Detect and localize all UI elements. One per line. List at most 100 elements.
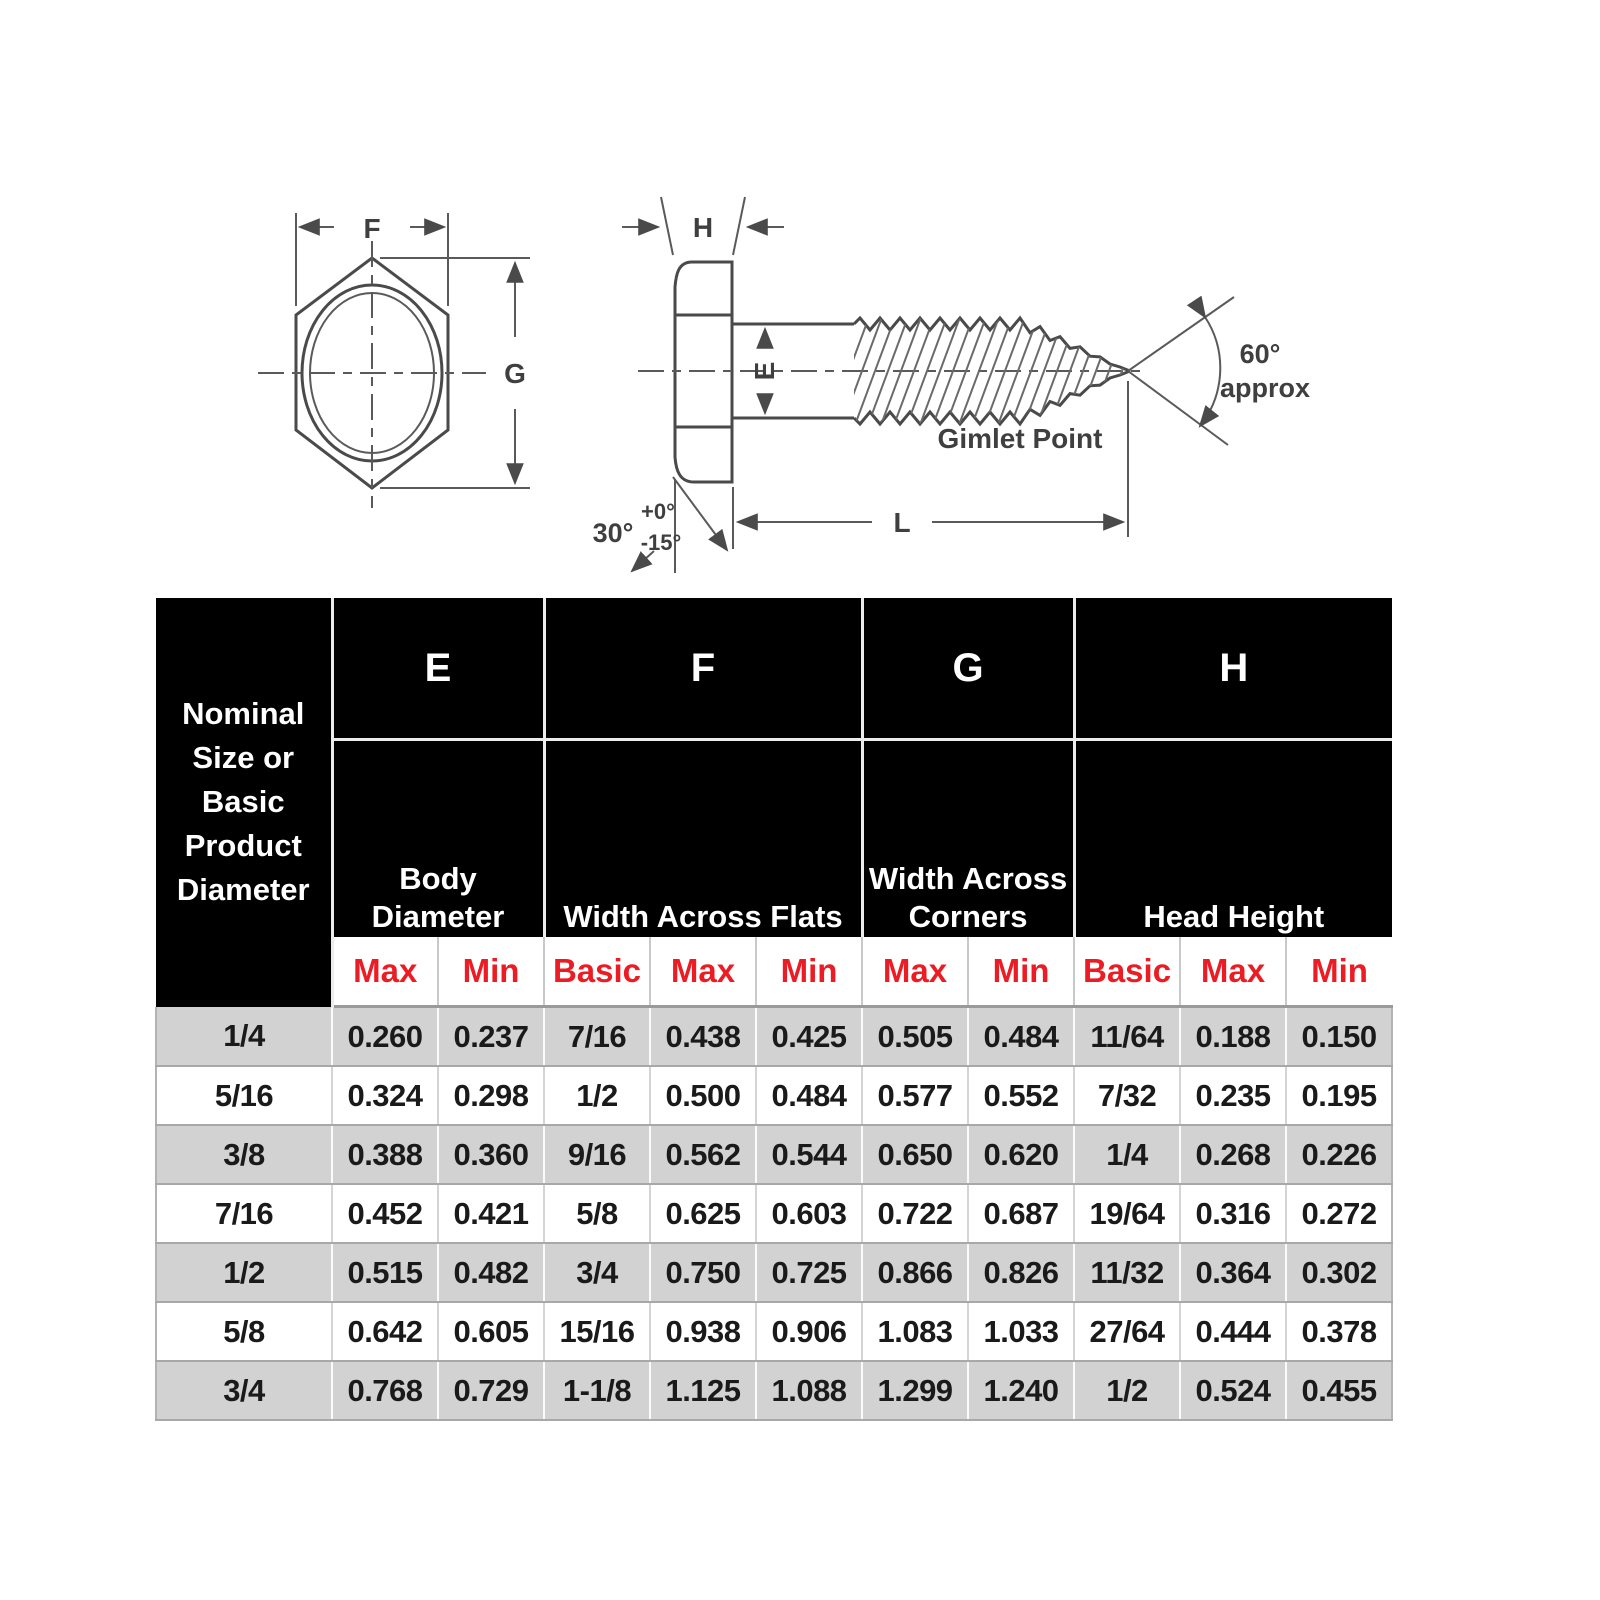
value-cell: 0.378 bbox=[1285, 1302, 1394, 1362]
value-cell: 0.316 bbox=[1179, 1184, 1287, 1244]
value-cell: 15/16 bbox=[543, 1302, 650, 1362]
value-cell: 1.299 bbox=[861, 1361, 969, 1421]
table-row: 5/16 0.324 0.298 1/2 0.500 0.484 0.577 0.552 7/3… bbox=[155, 1066, 1394, 1126]
value-cell: 1.240 bbox=[967, 1361, 1075, 1421]
value-cell: 0.188 bbox=[1179, 1006, 1287, 1067]
group-name-body-diameter: Body Diameter bbox=[330, 739, 544, 937]
value-cell: 1/4 bbox=[1073, 1125, 1181, 1185]
value-cell: 0.235 bbox=[1179, 1066, 1287, 1126]
value-cell: 0.768 bbox=[331, 1361, 438, 1421]
nominal-size-cell: 7/16 bbox=[155, 1184, 332, 1244]
nominal-size-cell: 3/8 bbox=[155, 1125, 332, 1185]
value-cell: 0.195 bbox=[1285, 1066, 1394, 1126]
table-row: 3/4 0.768 0.729 1-1/8 1.125 1.088 1.299 1.240 1/… bbox=[155, 1361, 1394, 1421]
dim-label-H: H bbox=[693, 212, 713, 243]
angle-30-label: 30° bbox=[593, 518, 634, 548]
value-cell: 1-1/8 bbox=[543, 1361, 650, 1421]
value-cell: 7/32 bbox=[1073, 1066, 1181, 1126]
subheader-cell: Min bbox=[754, 937, 863, 1008]
subheader-cell: Max bbox=[1179, 937, 1287, 1008]
value-cell: 1.083 bbox=[861, 1302, 969, 1362]
value-cell: 0.650 bbox=[861, 1125, 969, 1185]
value-cell: 0.552 bbox=[967, 1066, 1075, 1126]
thread-profile bbox=[852, 315, 1131, 427]
value-cell: 0.625 bbox=[649, 1184, 756, 1244]
value-cell: 1.125 bbox=[649, 1361, 756, 1421]
lag-screw-diagram: F G H bbox=[258, 196, 1310, 573]
value-cell: 0.364 bbox=[1179, 1243, 1287, 1303]
table-row: 1/4 0.260 0.237 7/16 0.438 0.425 0.505 0.484 11/… bbox=[155, 1006, 1394, 1067]
value-cell: 0.826 bbox=[967, 1243, 1075, 1303]
value-cell: 0.642 bbox=[331, 1302, 438, 1362]
value-cell: 0.388 bbox=[331, 1125, 438, 1185]
group-letter-G: G bbox=[860, 598, 1075, 741]
value-cell: 0.729 bbox=[437, 1361, 544, 1421]
value-cell: 0.515 bbox=[331, 1243, 438, 1303]
nominal-size-cell: 5/8 bbox=[155, 1302, 332, 1362]
group-letter-F: F bbox=[542, 598, 863, 741]
value-cell: 0.360 bbox=[437, 1125, 544, 1185]
value-cell: 9/16 bbox=[543, 1125, 650, 1185]
value-cell: 1.088 bbox=[754, 1361, 863, 1421]
value-cell: 0.452 bbox=[331, 1184, 438, 1244]
thread-hatching bbox=[854, 318, 1130, 424]
value-cell: 3/4 bbox=[543, 1243, 650, 1303]
value-cell: 0.620 bbox=[967, 1125, 1075, 1185]
value-cell: 11/32 bbox=[1073, 1243, 1181, 1303]
angle-60-approx-label: approx bbox=[1220, 373, 1310, 403]
value-cell: 0.302 bbox=[1285, 1243, 1394, 1303]
value-cell: 0.577 bbox=[861, 1066, 969, 1126]
gimlet-point-label: Gimlet Point bbox=[938, 423, 1103, 454]
value-cell: 11/64 bbox=[1073, 1006, 1181, 1067]
dim-label-F: F bbox=[363, 213, 380, 244]
value-cell: 0.484 bbox=[754, 1066, 863, 1126]
dim-label-L: L bbox=[893, 507, 910, 538]
value-cell: 0.750 bbox=[649, 1243, 756, 1303]
value-cell: 0.438 bbox=[649, 1006, 756, 1067]
nominal-size-cell: 3/4 bbox=[155, 1361, 332, 1421]
value-cell: 1/2 bbox=[543, 1066, 650, 1126]
value-cell: 0.150 bbox=[1285, 1006, 1394, 1067]
subheader-cell: Max bbox=[649, 937, 756, 1008]
table-row: 5/8 0.642 0.605 15/16 0.938 0.906 1.083 1.033 27… bbox=[155, 1302, 1394, 1362]
value-cell: 0.484 bbox=[967, 1006, 1075, 1067]
value-cell: 0.324 bbox=[331, 1066, 438, 1126]
value-cell: 0.444 bbox=[1179, 1302, 1287, 1362]
value-cell: 19/64 bbox=[1073, 1184, 1181, 1244]
value-cell: 0.425 bbox=[754, 1006, 863, 1067]
subheader-cell: Min bbox=[967, 937, 1075, 1008]
value-cell: 0.603 bbox=[754, 1184, 863, 1244]
subheader-cell: Basic bbox=[543, 937, 650, 1008]
value-cell: 0.505 bbox=[861, 1006, 969, 1067]
table-row: 7/16 0.452 0.421 5/8 0.625 0.603 0.722 0.687 19/… bbox=[155, 1184, 1394, 1244]
value-cell: 1/2 bbox=[1073, 1361, 1181, 1421]
subheader-cell: Basic bbox=[1073, 937, 1181, 1008]
value-cell: 0.544 bbox=[754, 1125, 863, 1185]
value-cell: 0.482 bbox=[437, 1243, 544, 1303]
hex-head-front-view: F G bbox=[258, 213, 530, 508]
value-cell: 0.938 bbox=[649, 1302, 756, 1362]
table-row: 1/2 0.515 0.482 3/4 0.750 0.725 0.866 0.826 11/3… bbox=[155, 1243, 1394, 1303]
subheader-cell: Max bbox=[861, 937, 969, 1008]
value-cell: 0.272 bbox=[1285, 1184, 1394, 1244]
group-letter-E: E bbox=[330, 598, 544, 741]
value-cell: 0.722 bbox=[861, 1184, 969, 1244]
value-cell: 0.455 bbox=[1285, 1361, 1394, 1421]
table-row: 3/8 0.388 0.360 9/16 0.562 0.544 0.650 0.620 1/4… bbox=[155, 1125, 1394, 1185]
group-name-width-across-flats: Width Across Flats bbox=[542, 739, 863, 937]
subheader-cell: Max bbox=[331, 937, 438, 1008]
nominal-size-cell: 1/4 bbox=[155, 1006, 332, 1067]
value-cell: 0.226 bbox=[1285, 1125, 1394, 1185]
lag-screw-side-view: H E 60° approx Gimlet Point L 30° +0° -1 bbox=[593, 196, 1310, 573]
value-cell: 1.033 bbox=[967, 1302, 1075, 1362]
value-cell: 0.866 bbox=[861, 1243, 969, 1303]
angle-30-tol-minus: -15° bbox=[641, 530, 682, 555]
dim-label-E: E bbox=[749, 362, 780, 381]
angle-30-tol-plus: +0° bbox=[641, 499, 675, 524]
value-cell: 0.298 bbox=[437, 1066, 544, 1126]
value-cell: 0.268 bbox=[1179, 1125, 1287, 1185]
value-cell: 0.906 bbox=[754, 1302, 863, 1362]
subheader-cell: Min bbox=[437, 937, 544, 1008]
value-cell: 0.524 bbox=[1179, 1361, 1287, 1421]
